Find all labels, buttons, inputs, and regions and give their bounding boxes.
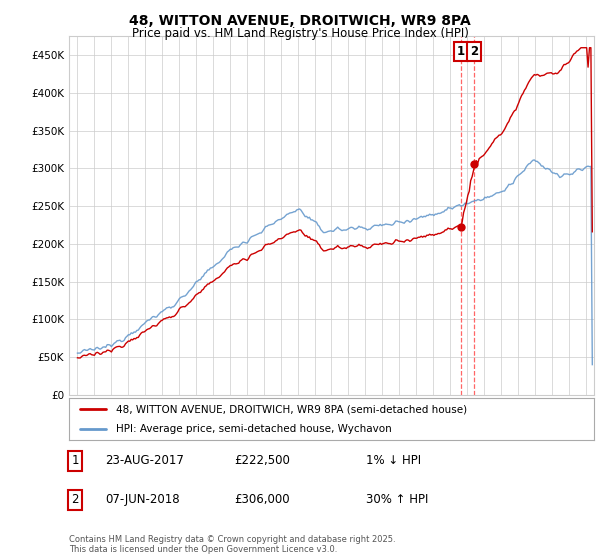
Text: 48, WITTON AVENUE, DROITWICH, WR9 8PA (semi-detached house): 48, WITTON AVENUE, DROITWICH, WR9 8PA (s… <box>116 404 467 414</box>
Text: 48, WITTON AVENUE, DROITWICH, WR9 8PA: 48, WITTON AVENUE, DROITWICH, WR9 8PA <box>129 14 471 28</box>
Text: 30% ↑ HPI: 30% ↑ HPI <box>366 493 428 506</box>
Text: 23-AUG-2017: 23-AUG-2017 <box>105 454 184 467</box>
Text: Price paid vs. HM Land Registry's House Price Index (HPI): Price paid vs. HM Land Registry's House … <box>131 27 469 40</box>
Text: 1% ↓ HPI: 1% ↓ HPI <box>366 454 421 467</box>
Text: HPI: Average price, semi-detached house, Wychavon: HPI: Average price, semi-detached house,… <box>116 424 392 434</box>
Text: 07-JUN-2018: 07-JUN-2018 <box>105 493 179 506</box>
Text: 2: 2 <box>470 45 478 58</box>
Text: £222,500: £222,500 <box>234 454 290 467</box>
Text: 1: 1 <box>71 454 79 467</box>
Text: 1: 1 <box>457 45 465 58</box>
Text: £306,000: £306,000 <box>234 493 290 506</box>
Text: Contains HM Land Registry data © Crown copyright and database right 2025.
This d: Contains HM Land Registry data © Crown c… <box>69 535 395 554</box>
Text: 2: 2 <box>71 493 79 506</box>
